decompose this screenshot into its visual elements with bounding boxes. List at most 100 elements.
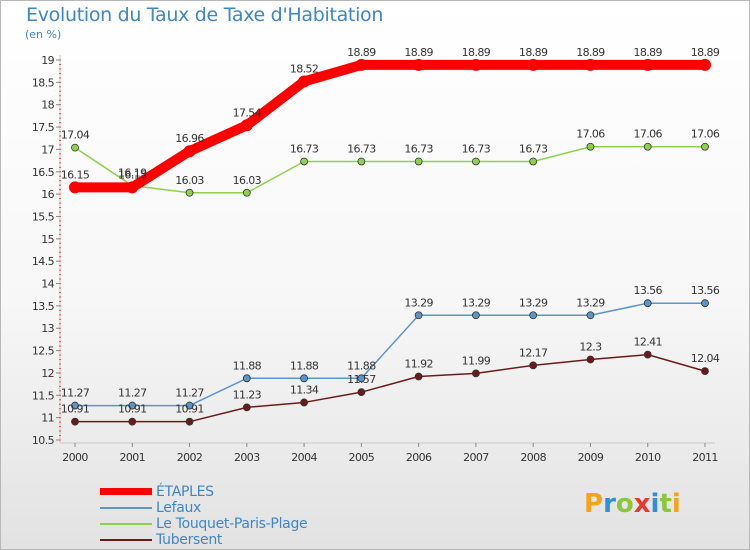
data-label: 11.34 — [290, 383, 319, 396]
data-label: 11.27 — [118, 387, 147, 400]
data-point — [701, 367, 709, 376]
data-point — [586, 355, 595, 364]
data-label: 13.56 — [633, 284, 662, 297]
y-tick-label: 12 — [41, 367, 54, 380]
data-point — [185, 417, 194, 426]
x-tick-label: 2000 — [62, 451, 88, 464]
series-line-3 — [74, 353, 706, 423]
data-label: 17.04 — [61, 129, 90, 142]
data-point — [71, 143, 79, 152]
data-label: 11.88 — [233, 359, 262, 372]
data-point — [357, 374, 366, 383]
data-label: 16.15 — [61, 168, 90, 181]
y-tick-label: 16.5 — [32, 166, 55, 179]
x-tick-label: 2001 — [119, 451, 145, 464]
data-label: 18.89 — [691, 46, 720, 59]
data-label: 11.88 — [290, 359, 319, 372]
logo-letter: r — [603, 489, 616, 519]
logo-letter: i — [671, 489, 681, 519]
data-label: 10.91 — [118, 403, 147, 416]
data-point — [128, 401, 137, 410]
x-tick-label: 2004 — [291, 451, 317, 464]
data-label: 18.89 — [633, 46, 662, 59]
data-label: 10.91 — [61, 403, 90, 416]
data-label: 17.06 — [691, 128, 720, 141]
y-tick-label: 11 — [41, 412, 54, 425]
data-point — [414, 311, 423, 320]
data-label: 11.99 — [462, 354, 491, 367]
legend-swatch-lefaux — [100, 507, 152, 509]
y-tick-label: 13 — [41, 322, 54, 335]
data-point — [71, 401, 79, 410]
data-point — [584, 58, 597, 71]
data-point — [185, 401, 194, 410]
data-label: 18.89 — [576, 46, 605, 59]
legend-swatch-etaples — [100, 488, 152, 495]
data-label: 16.73 — [347, 142, 376, 155]
y-tick-label: 12.5 — [32, 345, 55, 358]
legend-label: ÉTAPLES — [156, 484, 214, 500]
data-label: 13.29 — [576, 296, 605, 309]
data-label: 12.17 — [519, 346, 548, 359]
x-tick-label: 2005 — [349, 451, 375, 464]
y-tick-label: 14 — [41, 278, 54, 291]
data-label: 18.52 — [290, 62, 319, 75]
data-point — [240, 119, 253, 132]
y-tick-label: 15 — [41, 233, 54, 246]
x-tick-label: 2008 — [520, 451, 546, 464]
x-tick-label: 2009 — [578, 451, 604, 464]
data-point — [472, 157, 480, 166]
y-tick-label: 17.5 — [32, 121, 55, 134]
data-point — [69, 181, 81, 194]
data-label: 11.23 — [233, 388, 262, 401]
data-point — [529, 311, 538, 320]
legend-label: Lefaux — [156, 500, 202, 516]
data-label: 16.73 — [519, 142, 548, 155]
x-tick-label: 2010 — [635, 451, 661, 464]
data-label: 16.73 — [462, 142, 491, 155]
data-label: 11.27 — [61, 387, 90, 400]
data-point — [472, 369, 480, 378]
data-point — [643, 142, 652, 151]
logo-letter: i — [650, 489, 660, 519]
data-point — [357, 388, 366, 397]
y-tick-label: 19 — [41, 54, 54, 67]
data-point — [641, 58, 654, 71]
data-point — [357, 157, 366, 166]
data-point — [529, 361, 538, 370]
data-label: 16.73 — [290, 142, 319, 155]
data-label: 13.29 — [462, 296, 491, 309]
x-tick-label: 2002 — [177, 451, 203, 464]
data-label: 11.27 — [175, 387, 204, 400]
legend-label: Le Touquet-Paris-Plage — [156, 516, 308, 532]
y-axis-unit: (en %) — [25, 28, 62, 41]
legend-swatch-le-touquet — [100, 523, 152, 525]
y-tick-label: 15.5 — [32, 210, 55, 223]
data-point — [128, 417, 137, 426]
data-point — [643, 350, 652, 359]
data-point — [185, 188, 194, 197]
logo-letter: t — [659, 489, 672, 519]
data-label: 16.03 — [175, 174, 204, 187]
chart-title: Evolution du Taux de Taxe d'Habitation — [26, 4, 384, 26]
data-point — [586, 311, 595, 320]
y-tick-label: 18.5 — [32, 76, 55, 89]
legend-label: Tubersent — [156, 532, 223, 548]
data-label: 16.73 — [404, 142, 433, 155]
data-label: 12.04 — [691, 352, 720, 365]
data-label: 18.89 — [519, 46, 548, 59]
data-point — [242, 374, 251, 383]
y-tick-label: 14.5 — [32, 255, 55, 268]
x-tick-label: 2003 — [234, 451, 260, 464]
data-label: 11.88 — [347, 359, 376, 372]
data-label: 18.89 — [404, 46, 433, 59]
data-point — [469, 58, 482, 71]
y-tick-label: 16 — [41, 188, 54, 201]
data-point — [529, 157, 538, 166]
data-point — [701, 299, 709, 308]
data-label: 13.56 — [691, 284, 720, 297]
data-point — [414, 157, 423, 166]
y-tick-label: 10.5 — [32, 434, 55, 447]
